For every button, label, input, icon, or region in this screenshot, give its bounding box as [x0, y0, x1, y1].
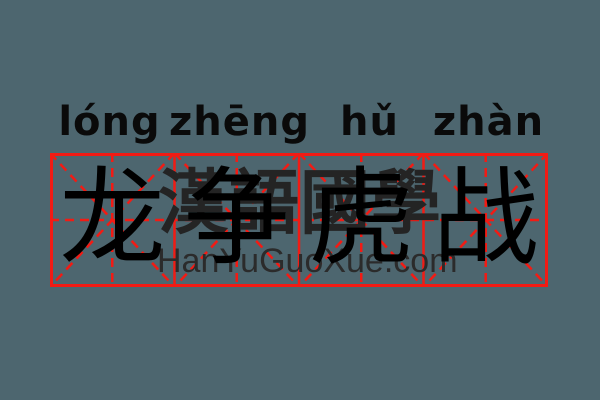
- pinyin-syllable-2: zhēng: [169, 99, 310, 145]
- pinyin-syllable-4: zhàn: [432, 99, 545, 145]
- watermark-site-text: HanYuGuoXue.com: [157, 242, 458, 280]
- pinyin-syllable-1: lóng: [58, 99, 161, 145]
- pinyin-row: lóng zhēng hǔ zhàn: [50, 96, 548, 148]
- hanzi-char-4: 战: [432, 161, 539, 278]
- grid-cell-2: 争: [175, 153, 300, 287]
- tianzige-grid: [50, 153, 548, 287]
- hanzi-char-2: 争: [183, 161, 290, 278]
- grid-cell-4: 战: [424, 153, 549, 287]
- pinyin-syllable-3: hǔ: [340, 99, 399, 145]
- watermark-cjk-text: 漢語國學: [158, 166, 442, 243]
- hanzi-char-1: 龙: [59, 161, 166, 278]
- tianzige-grid-lines: [50, 153, 548, 287]
- hanzi-char-3: 虎: [308, 161, 415, 278]
- grid-cell-1: 龙: [50, 153, 175, 287]
- grid-cell-3: 虎: [299, 153, 424, 287]
- idiom-characters-row: 龙 争 虎 战: [50, 153, 548, 287]
